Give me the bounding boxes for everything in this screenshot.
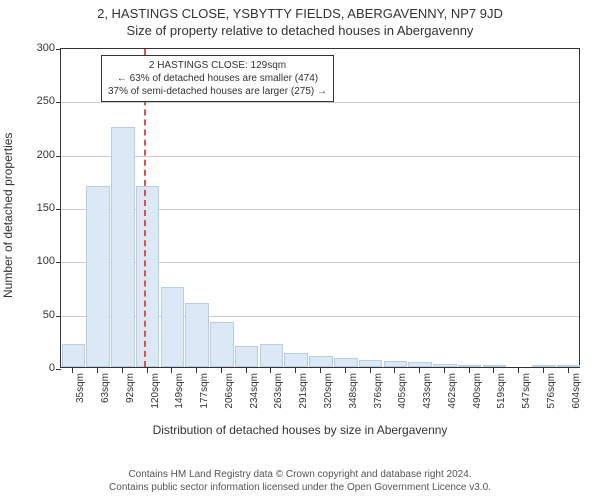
title-main: 2, HASTINGS CLOSE, YSBYTTY FIELDS, ABERG… bbox=[0, 6, 600, 21]
x-tick-mark bbox=[295, 368, 296, 373]
y-tick-mark bbox=[56, 262, 61, 263]
y-tick-mark bbox=[56, 102, 61, 103]
y-tick-mark bbox=[56, 316, 61, 317]
x-tick-label: 376sqm bbox=[373, 373, 384, 423]
chart-container: Number of detached properties 2 HASTINGS… bbox=[0, 38, 600, 418]
y-tick-label: 100 bbox=[5, 255, 55, 267]
bar bbox=[62, 344, 86, 367]
x-tick-label: 149sqm bbox=[174, 373, 185, 423]
x-tick-mark bbox=[370, 368, 371, 373]
bar bbox=[408, 362, 432, 367]
x-tick-label: 405sqm bbox=[397, 373, 408, 423]
y-tick-label: 200 bbox=[5, 149, 55, 161]
plot-area: 2 HASTINGS CLOSE: 129sqm← 63% of detache… bbox=[60, 48, 580, 368]
bar bbox=[235, 346, 259, 367]
y-tick-label: 250 bbox=[5, 95, 55, 107]
x-tick-mark bbox=[444, 368, 445, 373]
x-tick-label: 92sqm bbox=[125, 373, 136, 423]
x-tick-label: 490sqm bbox=[472, 373, 483, 423]
x-tick-label: 320sqm bbox=[323, 373, 334, 423]
chart-titles: 2, HASTINGS CLOSE, YSBYTTY FIELDS, ABERG… bbox=[0, 0, 600, 38]
title-sub: Size of property relative to detached ho… bbox=[0, 23, 600, 38]
x-tick-label: 120sqm bbox=[150, 373, 161, 423]
gridline bbox=[61, 156, 579, 157]
x-tick-mark bbox=[97, 368, 98, 373]
x-tick-mark bbox=[196, 368, 197, 373]
y-tick-mark bbox=[56, 209, 61, 210]
x-tick-label: 433sqm bbox=[422, 373, 433, 423]
x-tick-mark bbox=[543, 368, 544, 373]
x-tick-mark bbox=[493, 368, 494, 373]
x-tick-label: 348sqm bbox=[348, 373, 359, 423]
x-tick-label: 519sqm bbox=[496, 373, 507, 423]
x-tick-mark bbox=[469, 368, 470, 373]
x-tick-mark bbox=[568, 368, 569, 373]
x-tick-mark bbox=[419, 368, 420, 373]
x-tick-mark bbox=[147, 368, 148, 373]
x-tick-mark bbox=[122, 368, 123, 373]
x-tick-label: 35sqm bbox=[75, 373, 86, 423]
x-tick-label: 462sqm bbox=[447, 373, 458, 423]
x-tick-mark bbox=[221, 368, 222, 373]
x-tick-mark bbox=[320, 368, 321, 373]
y-tick-label: 50 bbox=[5, 309, 55, 321]
x-tick-label: 547sqm bbox=[521, 373, 532, 423]
x-tick-mark bbox=[394, 368, 395, 373]
bar bbox=[458, 365, 482, 367]
bar bbox=[210, 322, 234, 367]
bar bbox=[136, 186, 160, 367]
x-tick-label: 63sqm bbox=[100, 373, 111, 423]
y-tick-label: 0 bbox=[5, 362, 55, 374]
bar bbox=[483, 365, 507, 367]
annotation-line: 37% of semi-detached houses are larger (… bbox=[108, 85, 327, 98]
annotation-line: ← 63% of detached houses are smaller (47… bbox=[108, 72, 327, 85]
x-tick-mark bbox=[270, 368, 271, 373]
bar bbox=[532, 365, 556, 367]
bar bbox=[384, 361, 408, 367]
bar bbox=[86, 186, 110, 367]
x-tick-label: 263sqm bbox=[273, 373, 284, 423]
bar bbox=[359, 360, 383, 367]
annotation-box: 2 HASTINGS CLOSE: 129sqm← 63% of detache… bbox=[101, 55, 334, 102]
bar bbox=[433, 364, 457, 367]
footer-line-2: Contains public sector information licen… bbox=[0, 481, 600, 494]
annotation-line: 2 HASTINGS CLOSE: 129sqm bbox=[108, 59, 327, 72]
x-tick-mark bbox=[345, 368, 346, 373]
x-axis-label: Distribution of detached houses by size … bbox=[0, 423, 600, 437]
bar bbox=[161, 287, 185, 367]
bar bbox=[185, 303, 209, 367]
x-tick-label: 291sqm bbox=[298, 373, 309, 423]
bar bbox=[334, 358, 358, 367]
bar bbox=[557, 365, 581, 367]
y-tick-label: 300 bbox=[5, 42, 55, 54]
gridline bbox=[61, 102, 579, 103]
bar bbox=[260, 344, 284, 367]
bar bbox=[284, 353, 308, 367]
chart-footer: Contains HM Land Registry data © Crown c… bbox=[0, 468, 600, 494]
y-tick-mark bbox=[56, 49, 61, 50]
x-tick-label: 234sqm bbox=[249, 373, 260, 423]
x-tick-label: 604sqm bbox=[571, 373, 582, 423]
x-tick-label: 576sqm bbox=[546, 373, 557, 423]
x-tick-mark bbox=[171, 368, 172, 373]
footer-line-1: Contains HM Land Registry data © Crown c… bbox=[0, 468, 600, 481]
y-tick-label: 150 bbox=[5, 202, 55, 214]
y-tick-mark bbox=[56, 156, 61, 157]
x-tick-mark bbox=[518, 368, 519, 373]
bar bbox=[309, 356, 333, 367]
x-tick-mark bbox=[72, 368, 73, 373]
y-tick-mark bbox=[56, 369, 61, 370]
x-tick-label: 206sqm bbox=[224, 373, 235, 423]
x-tick-label: 177sqm bbox=[199, 373, 210, 423]
bar bbox=[111, 127, 135, 367]
x-tick-mark bbox=[246, 368, 247, 373]
